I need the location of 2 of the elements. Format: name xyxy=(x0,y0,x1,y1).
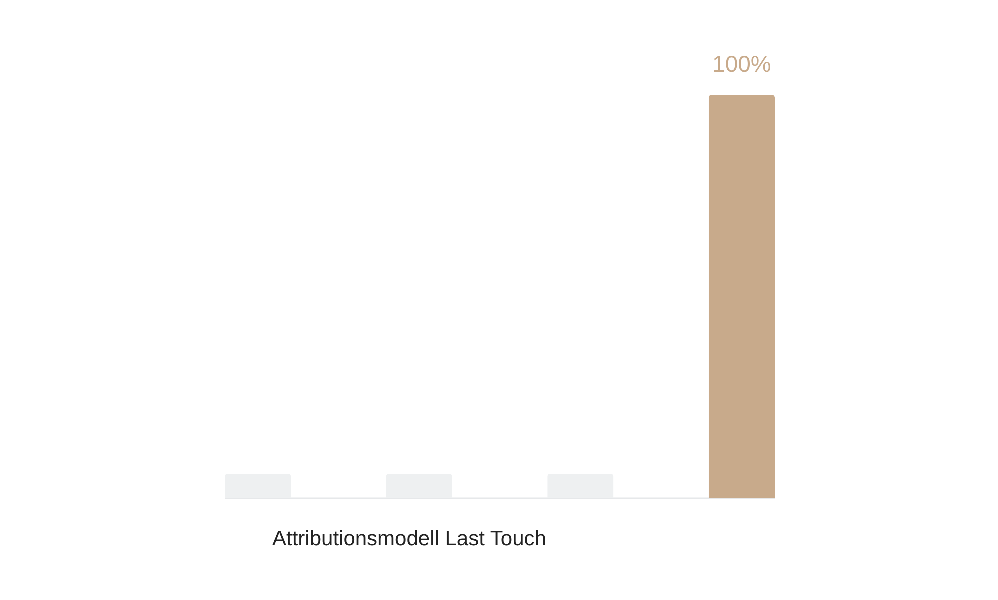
data-label: 100% xyxy=(712,51,772,77)
x-axis-title: Attributionsmodell Last Touch xyxy=(272,528,546,550)
